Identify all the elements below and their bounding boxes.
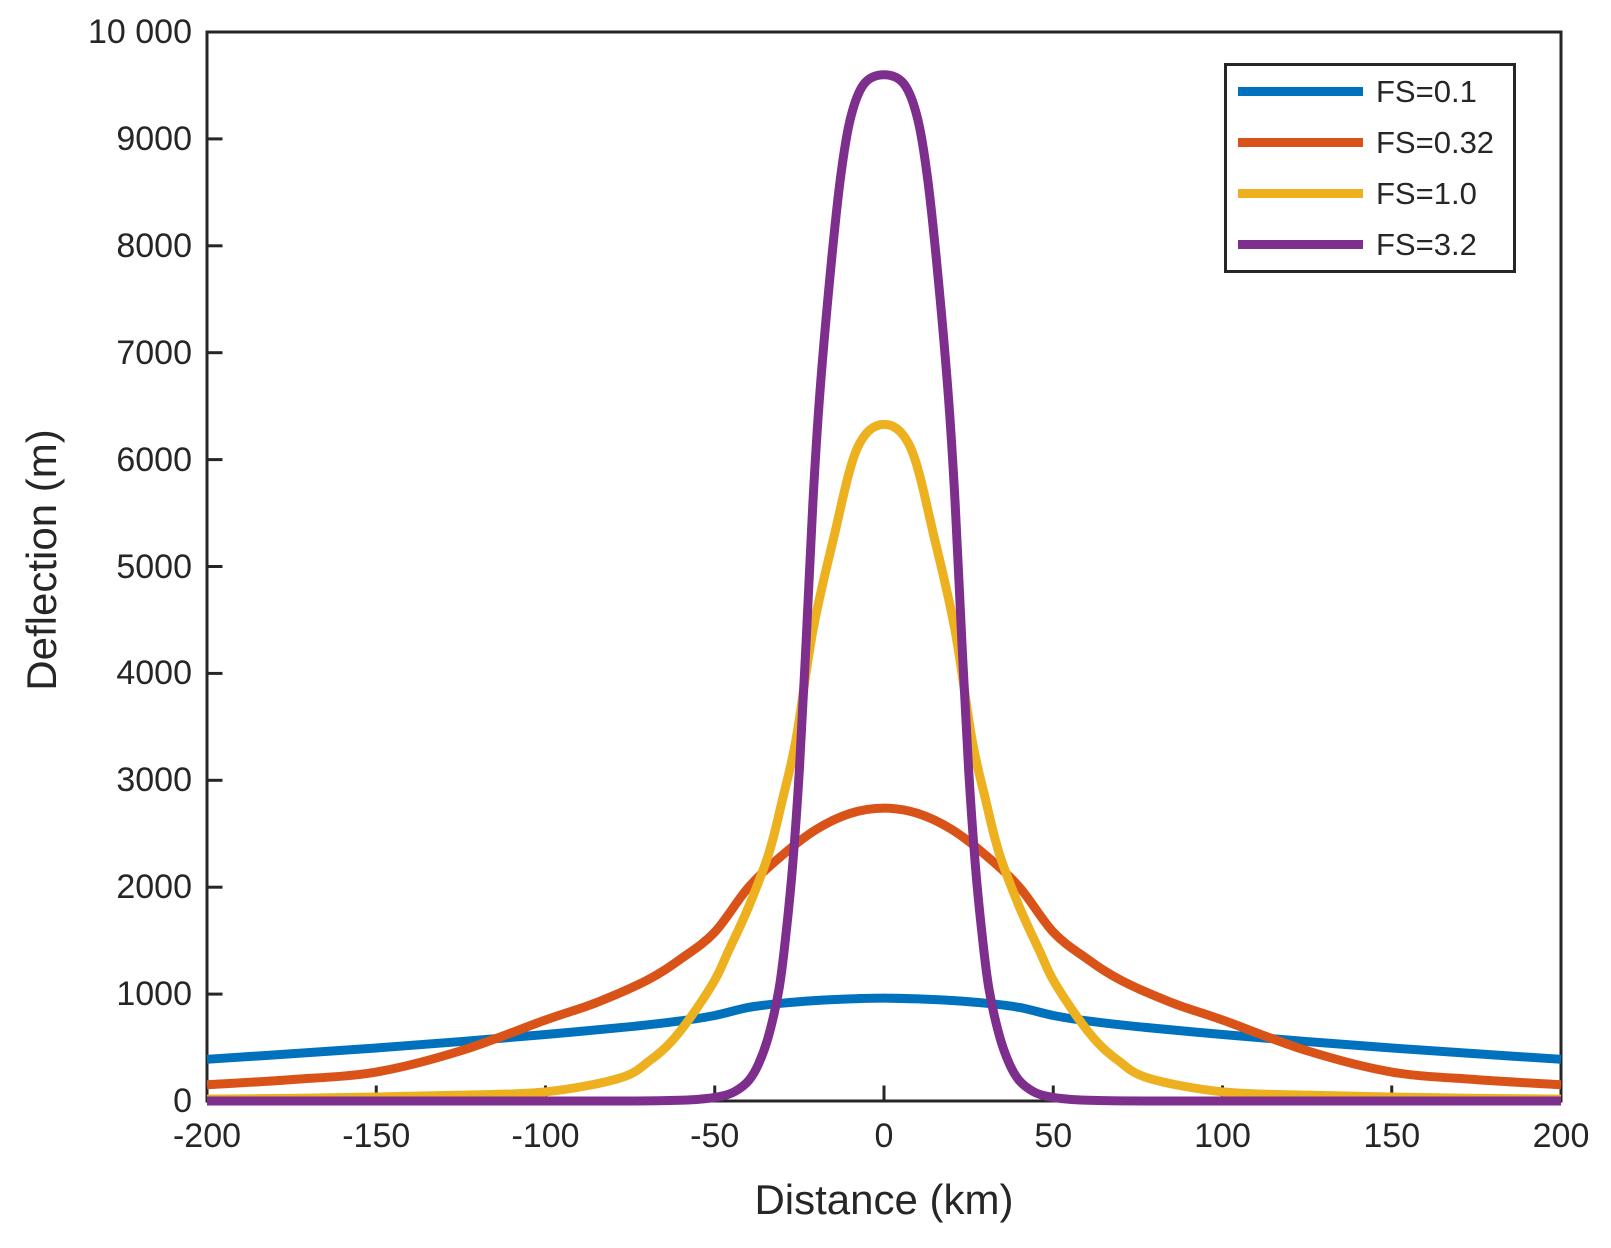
curve-fs-3-2 (207, 70, 1561, 1106)
legend-swatch-fs-1-0 (1238, 189, 1363, 198)
x-tick-label: -100 (511, 1117, 580, 1155)
legend-label: FS=0.1 (1376, 73, 1477, 109)
y-tick-label: 5000 (116, 547, 192, 586)
x-tick-label: -150 (342, 1117, 411, 1155)
x-axis-label: Distance (km) (754, 1176, 1014, 1223)
x-tick-label: 150 (1363, 1117, 1421, 1155)
legend-item-fs-1-0: FS=1.0 (1227, 168, 1513, 219)
y-tick-label: 6000 (116, 440, 192, 479)
curve-fs-1-0 (206, 419, 1562, 1104)
y-tick-label: 2000 (116, 868, 192, 907)
y-tick-label: 9000 (116, 119, 192, 158)
y-axis-label: Deflection (m) (18, 429, 65, 691)
y-tick-label: 8000 (116, 226, 192, 265)
x-tick-label: 200 (1532, 1117, 1590, 1155)
legend-item-fs-0-32: FS=0.32 (1227, 117, 1513, 168)
x-tick-label: -50 (690, 1117, 740, 1155)
legend-label: FS=0.32 (1376, 124, 1495, 160)
legend-swatch-fs-3-2 (1238, 240, 1363, 249)
x-tick-label: -200 (172, 1117, 242, 1155)
x-tick-label: 50 (1034, 1117, 1073, 1155)
curve-fs-0-32 (206, 803, 1562, 1090)
curve-fs-0-1 (206, 993, 1562, 1064)
legend-swatch-fs-0-32 (1238, 138, 1363, 147)
y-tick-label: 10 000 (88, 13, 192, 51)
legend-label: FS=3.2 (1376, 226, 1477, 262)
y-tick-label: 0 (173, 1082, 192, 1120)
legend-swatch-fs-0-1 (1238, 87, 1363, 96)
y-tick-label: 4000 (116, 654, 192, 693)
legend-item-fs-0-1: FS=0.1 (1227, 66, 1513, 117)
axes-box (205, 30, 1563, 1103)
legend-item-fs-3-2: FS=3.2 (1227, 219, 1513, 270)
y-tick-label: 3000 (116, 761, 192, 800)
x-tick-label: 0 (874, 1117, 894, 1155)
legend: FS=0.1 FS=0.32 FS=1.0 FS=3.2 (1224, 63, 1516, 273)
y-tick-label: 1000 (116, 975, 192, 1014)
legend-label: FS=1.0 (1376, 175, 1477, 211)
y-tick-label: 7000 (116, 333, 192, 372)
x-tick-label: 100 (1194, 1117, 1251, 1155)
